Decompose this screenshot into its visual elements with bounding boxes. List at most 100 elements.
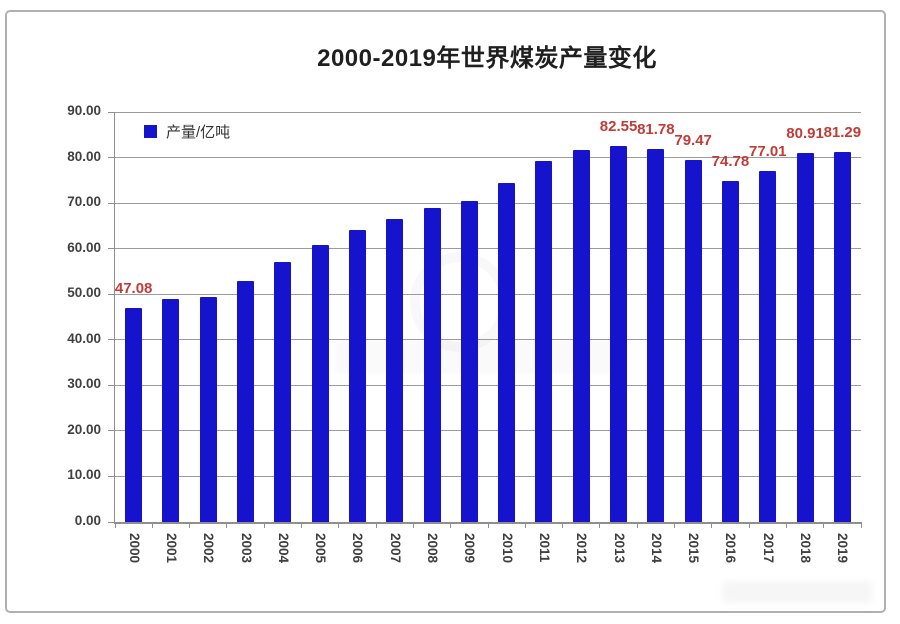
- x-axis-category-label: 2004: [275, 533, 291, 564]
- bar-data-label: 81.78: [637, 121, 675, 139]
- x-axis-tick: [748, 522, 750, 528]
- y-axis-tick: [108, 430, 115, 432]
- x-axis-category-label: 2001: [163, 533, 179, 564]
- y-axis-tick: [108, 384, 115, 386]
- bar: [460, 201, 478, 522]
- x-axis-category-label: 2017: [760, 533, 776, 564]
- x-axis-category-label: 2000: [126, 533, 142, 564]
- x-axis-category-label: 2010: [499, 533, 515, 564]
- x-axis-tick: [301, 522, 302, 528]
- bar-data-label: 77.01: [748, 143, 787, 161]
- bar: [572, 150, 590, 522]
- y-axis-tick-label: 60.00: [67, 239, 101, 255]
- bar: [311, 245, 329, 522]
- bar: [684, 159, 702, 522]
- gridline: [115, 157, 861, 159]
- bar: [796, 153, 814, 522]
- gridline: [115, 430, 861, 432]
- y-axis-tick: [108, 248, 115, 250]
- y-axis-tick: [108, 202, 115, 204]
- plot-area: 产量/亿吨 0.00 10.00 20.00 30.00 40.00 50.00 60.00…: [67, 103, 862, 563]
- x-axis-category-label: 2015: [686, 533, 702, 564]
- x-axis-category-label: 2007: [387, 533, 403, 564]
- x-axis-tick: [860, 522, 862, 528]
- y-axis-tick-label: 80.00: [67, 148, 101, 164]
- x-axis-tick: [450, 522, 452, 528]
- x-axis-tick: [412, 522, 414, 528]
- bar-data-label: 79.47: [674, 131, 712, 149]
- x-axis-tick: [599, 522, 601, 528]
- bar: [237, 280, 255, 522]
- y-axis-tick: [108, 111, 115, 113]
- x-axis-tick: [636, 522, 638, 528]
- bar: [199, 296, 217, 522]
- x-axis-category-label: 2018: [798, 533, 814, 564]
- y-axis-tick: [108, 521, 115, 523]
- x-axis-tick: [711, 522, 713, 528]
- x-axis-category-label: 2002: [201, 533, 217, 564]
- y-axis-tick-label: 0.00: [74, 513, 101, 528]
- gridline: [115, 475, 861, 477]
- legend-swatch: [144, 125, 157, 138]
- gridline: [115, 248, 861, 250]
- bar: [647, 149, 665, 522]
- x-axis-tick: [375, 522, 377, 528]
- y-axis-tick-label: 90.00: [67, 103, 101, 118]
- x-axis-category-label: 2013: [611, 533, 627, 564]
- bar: [721, 181, 739, 522]
- gridline: [115, 339, 861, 341]
- x-axis-tick: [114, 522, 116, 528]
- x-axis-tick: [151, 522, 153, 528]
- x-axis-category-label: 2005: [313, 533, 329, 564]
- bar-data-label: 47.08: [114, 279, 153, 297]
- y-axis-tick: [108, 157, 115, 159]
- x-axis-category-label: 2014: [648, 533, 664, 564]
- gridline: [115, 293, 861, 295]
- x-axis-tick: [226, 522, 228, 528]
- x-axis-category-label: 2009: [462, 533, 478, 564]
- y-axis-tick: [108, 475, 115, 477]
- y-axis-tick-label: 40.00: [67, 330, 101, 346]
- x-axis-tick: [524, 522, 526, 528]
- y-axis-tick-label: 70.00: [67, 194, 101, 210]
- x-axis-category-label: 2006: [350, 533, 366, 564]
- x-axis-tick: [487, 522, 489, 528]
- bar: [423, 207, 441, 522]
- chart-title: 2000-2019年世界煤炭产量变化: [317, 45, 657, 72]
- watermark-corner: [722, 581, 872, 603]
- bar: [498, 182, 516, 522]
- y-axis-tick-label: 10.00: [67, 467, 101, 483]
- y-axis-tick-label: 50.00: [67, 285, 101, 301]
- x-axis-category-label: 2012: [574, 533, 590, 564]
- gridline: [115, 384, 861, 386]
- bar: [348, 230, 366, 522]
- x-axis-tick: [562, 522, 564, 528]
- y-axis-tick-label: 20.00: [67, 421, 101, 437]
- x-axis-tick: [823, 522, 825, 528]
- y-axis-tick: [108, 339, 115, 341]
- bar: [833, 151, 851, 522]
- x-axis-category-label: 2019: [835, 533, 851, 564]
- y-axis-tick: [108, 293, 115, 295]
- bar: [274, 261, 292, 522]
- x-axis-tick: [785, 522, 787, 528]
- bar-data-label: 82.55: [599, 117, 638, 135]
- gridline: [115, 111, 861, 113]
- gridline: [115, 202, 861, 204]
- x-axis-tick: [263, 522, 265, 528]
- bar: [610, 145, 628, 522]
- x-axis-category-label: 2003: [238, 533, 254, 564]
- bar: [162, 298, 180, 522]
- x-axis-category-label: 2011: [536, 533, 552, 563]
- bar: [125, 307, 143, 522]
- x-axis-category-label: 2016: [723, 533, 739, 564]
- bar-data-label: 74.78: [711, 153, 750, 171]
- x-axis-category-label: 2008: [425, 533, 441, 564]
- x-axis-tick: [674, 522, 675, 528]
- bar: [386, 219, 404, 522]
- bar: [759, 171, 777, 522]
- x-axis-tick: [189, 522, 191, 528]
- x-axis-tick: [338, 522, 340, 528]
- legend: 产量/亿吨: [144, 121, 230, 142]
- bar-data-label: 81.29: [823, 123, 862, 141]
